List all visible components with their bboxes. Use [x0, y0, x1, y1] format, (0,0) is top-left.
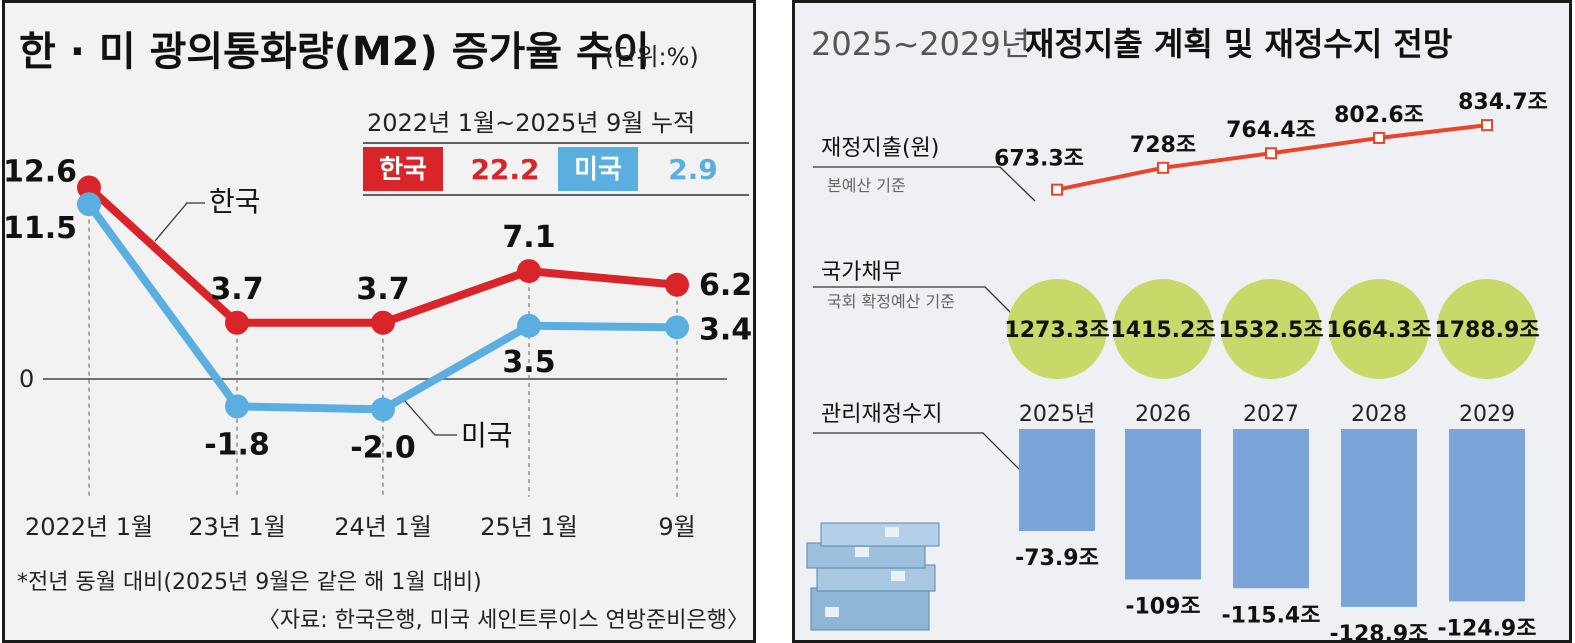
m2-growth-panel: 한 · 미 광의통화량(M2) 증가율 추이 (단위:%) 2022년 1월~2… — [2, 0, 756, 643]
debt-value-label: 1664.3조 — [1326, 318, 1431, 343]
debt-bubble — [1437, 279, 1537, 379]
year-label: 2027 — [1243, 402, 1299, 427]
data-point-korea — [665, 272, 689, 297]
year-label: 2028 — [1351, 402, 1407, 427]
spending-value-label: 728조 — [1130, 133, 1196, 158]
year-label: 2029 — [1459, 402, 1515, 427]
legend-us-swatch — [558, 147, 638, 191]
spending-value-label: 764.4조 — [1226, 118, 1316, 143]
debt-value-label: 1532.5조 — [1218, 318, 1323, 343]
unit-label: (단위:%) — [605, 43, 699, 71]
x-tick-label: 24년 1월 — [334, 513, 432, 541]
balance-bar — [1341, 429, 1417, 607]
balance-bar — [1125, 429, 1201, 580]
spending-point — [1157, 161, 1169, 174]
spending-label: 재정지출(원) — [821, 136, 939, 161]
legend-korea-value: 22.2 — [470, 153, 539, 186]
data-point-us — [77, 192, 101, 217]
data-label-korea: 3.7 — [356, 272, 409, 307]
balance-value-label: -128.9조 — [1330, 622, 1429, 640]
balance-value-label: -73.9조 — [1015, 546, 1099, 571]
debt-value-label: 1788.9조 — [1434, 318, 1539, 343]
source-note: 〈자료: 한국은행, 미국 세인트루이스 연방준비은행〉 — [258, 608, 749, 633]
legend-us-value: 2.9 — [668, 153, 718, 186]
chart-title: 한 · 미 광의통화량(M2) 증가율 추이 — [19, 29, 650, 75]
money-stack-illustration — [806, 522, 940, 631]
data-label-us: 3.5 — [502, 345, 555, 380]
korea-series-leader — [154, 202, 205, 242]
year-label: 2026 — [1135, 402, 1191, 427]
m2-growth-chart: 한 · 미 광의통화량(M2) 증가율 추이 (단위:%) 2022년 1월~2… — [5, 29, 752, 633]
data-label-us: -1.8 — [204, 427, 270, 462]
balance-bar — [1449, 429, 1525, 602]
cumulative-label: 2022년 1월~2025년 9월 누적 — [367, 109, 695, 137]
debt-value-label: 1415.2조 — [1110, 318, 1215, 343]
balance-value-label: -109조 — [1125, 594, 1200, 619]
balance-label: 관리재정수지 — [821, 402, 942, 427]
spending-value-label: 834.7조 — [1458, 90, 1548, 115]
debt-bubble — [1113, 279, 1213, 379]
balance-leader-line — [813, 432, 1024, 474]
us-series-name: 미국 — [461, 419, 513, 452]
debt-leader-line — [813, 286, 1012, 314]
spending-sub-label: 본예산 기준 — [827, 176, 906, 195]
data-label-korea: 6.2 — [699, 268, 752, 303]
data-label-korea: 12.6 — [5, 154, 77, 189]
balance-bar — [1233, 429, 1309, 589]
balance-value-label: -124.9조 — [1438, 616, 1537, 640]
fiscal-plan-chart: 2025~2029년 재정지출 계획 및 재정수지 전망 재정지출(원) 본예산… — [806, 25, 1548, 640]
x-tick-label: 23년 1월 — [188, 513, 286, 541]
x-tick-label: 25년 1월 — [480, 513, 578, 541]
data-label-korea: 7.1 — [502, 220, 555, 255]
data-label-us: -2.0 — [350, 430, 416, 465]
korea-series-name: 한국 — [209, 185, 261, 218]
fiscal-plot-area: 673.3조 728조 764.4조 802.6조 834.7조 1273.3조 1415.… — [994, 90, 1548, 640]
year-label: 2025년 — [1019, 402, 1095, 427]
spending-point — [1265, 147, 1277, 160]
zero-axis-label: 0 — [19, 365, 34, 393]
legend-korea-swatch — [363, 147, 443, 191]
spending-value-label: 673.3조 — [994, 147, 1084, 172]
chart-title-main: 재정지출 계획 및 재정수지 전망 — [1025, 25, 1452, 63]
data-label-korea: 3.7 — [210, 272, 263, 307]
chart-title-years: 2025~2029년 — [811, 25, 1030, 63]
spending-value-label: 802.6조 — [1334, 103, 1424, 128]
legend-us-name: 미국 — [574, 155, 622, 185]
x-tick-label: 9월 — [658, 513, 695, 541]
spending-point — [1373, 131, 1385, 144]
balance-bar — [1019, 429, 1095, 531]
data-point-us — [225, 394, 249, 419]
fiscal-plan-panel: 2025~2029년 재정지출 계획 및 재정수지 전망 재정지출(원) 본예산… — [792, 0, 1572, 643]
data-point-us — [665, 315, 689, 340]
data-point-korea — [77, 175, 101, 200]
balance-value-label: -115.4조 — [1222, 603, 1321, 628]
debt-bubble — [1007, 279, 1107, 379]
spending-point — [1481, 119, 1493, 132]
data-label-us: 3.4 — [699, 312, 752, 347]
m2-plot-area: 0 2022년 1월 23년 1월 24년 1월 25년 1월 9월 12.6 3.7 3.7 7… — [5, 154, 752, 541]
data-label-us: 11.5 — [5, 211, 77, 246]
spending-point — [1051, 183, 1063, 196]
data-point-us — [371, 397, 395, 422]
debt-bubble — [1329, 279, 1429, 379]
data-point-us — [517, 313, 541, 338]
spending-leader-line — [813, 166, 1036, 202]
data-point-korea — [517, 259, 541, 284]
debt-bubble — [1221, 279, 1321, 379]
legend-korea-name: 한국 — [379, 155, 427, 185]
x-tick-label: 2022년 1월 — [25, 513, 153, 541]
debt-value-label: 1273.3조 — [1004, 318, 1109, 343]
footnote: *전년 동월 대비(2025년 9월은 같은 해 1월 대비) — [17, 570, 482, 595]
debt-label: 국가채무 — [821, 260, 902, 285]
debt-sub-label: 국회 확정예산 기준 — [827, 292, 955, 311]
data-point-korea — [225, 310, 249, 335]
data-point-korea — [371, 310, 395, 335]
us-series-leader — [404, 400, 457, 436]
